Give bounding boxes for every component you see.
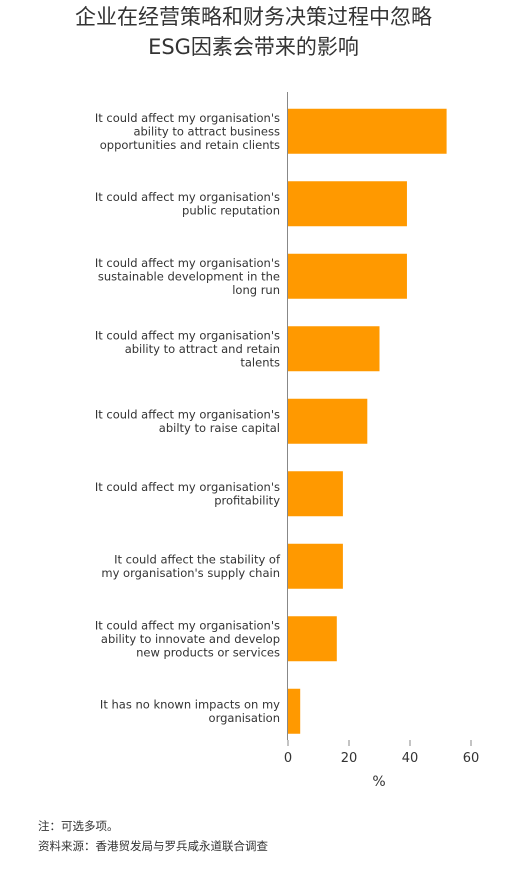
bar [288,326,380,372]
category-label-line: ability to innovate and develop [101,632,280,646]
category-label-line: ability to attract and retain [125,342,280,356]
footnote-note: 注：可选多项。 [38,819,119,833]
bar-chart: It could affect my organisation'sability… [95,92,479,790]
category-label-line: abilty to raise capital [159,421,280,435]
bar [288,253,407,299]
x-tick-label: 20 [341,751,358,766]
footnote-source: 资料来源：香港贸发局与罗兵咸永道联合调查 [38,839,268,853]
chart-title-line-1: 企业在经营策略和财务决策过程中忽略 [75,5,432,29]
x-tick-label: 40 [402,751,419,766]
category-label-line: ability to attract business [133,124,280,138]
chart-title: 企业在经营策略和财务决策过程中忽略 ESG因素会带来的影响 [0,2,507,62]
category-label-line: public reputation [182,204,280,218]
bar [288,181,407,227]
chart-title-line-2: ESG因素会带来的影响 [148,35,359,59]
category-label-line: It could affect my organisation's [95,256,280,270]
category-label-line: It could affect my organisation's [95,190,280,204]
category-label-line: new products or services [136,645,280,659]
category-label-line: It could affect my organisation's [95,480,280,494]
category-label-line: It could affect my organisation's [95,618,280,632]
bar [288,108,447,154]
bar [288,688,301,734]
category-label-line: It could affect my organisation's [95,328,280,342]
bar [288,471,343,517]
category-label-line: my organisation's supply chain [101,566,280,580]
category-label-line: It could affect my organisation's [95,408,280,422]
x-tick-label: 60 [463,751,480,766]
category-label-line: It could affect my organisation's [95,111,280,125]
category-label-line: profitability [214,494,280,508]
category-label-line: organisation [209,711,280,725]
category-label-line: talents [240,355,280,369]
x-tick-label: 0 [284,751,292,766]
footnotes: 注：可选多项。 资料来源：香港贸发局与罗兵咸永道联合调查 [38,816,268,856]
bar [288,398,368,444]
category-label-line: It has no known impacts on my [100,698,280,712]
category-labels-group: It could affect my organisation'sability… [95,111,281,725]
category-label-line: opportunities and retain clients [100,138,280,152]
bar [288,616,337,662]
bars-group [288,108,447,734]
category-label-line: It could affect the stability of [114,553,281,567]
x-axis-label: % [372,774,385,790]
category-label-line: long run [232,283,280,297]
category-label-line: sustainable development in the [98,269,280,283]
x-axis-ticks-group: 0 20 40 60 [284,740,479,766]
bar [288,543,343,589]
